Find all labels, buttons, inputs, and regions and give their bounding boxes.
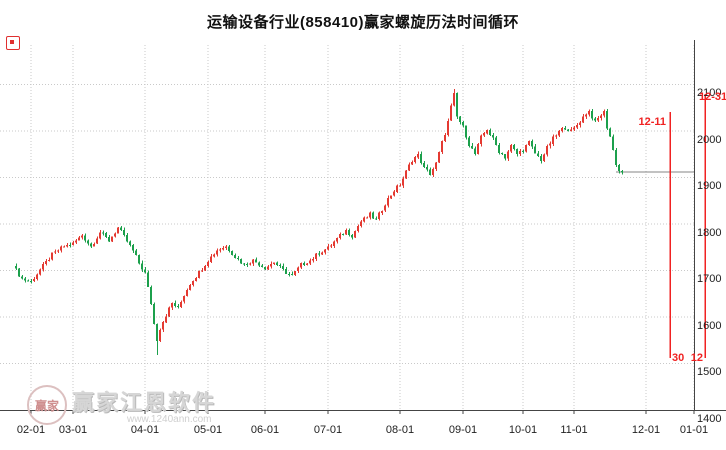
- x-axis-label: 05-01: [193, 424, 223, 436]
- y-axis-label: 1500: [697, 366, 722, 378]
- y-axis-label: 2100: [697, 87, 722, 99]
- x-axis-label: 08-01: [385, 424, 415, 436]
- x-axis-label: 09-01: [448, 424, 478, 436]
- x-axis-label: 10-01: [508, 424, 538, 436]
- y-axis-label: 1400: [697, 413, 722, 425]
- x-axis-label: 07-01: [313, 424, 343, 436]
- x-axis-label: 04-01: [130, 424, 160, 436]
- x-axis-label: 12-01: [631, 424, 661, 436]
- watermark-brand-text: 赢家江恩软件: [72, 390, 217, 415]
- brand-logo-icon: 赢家: [27, 385, 67, 425]
- y-axis-label: 1900: [697, 180, 722, 192]
- chart-title: 运输设备行业(858410)赢家螺旋历法时间循环: [206, 14, 520, 31]
- y-axis-label: 2000: [697, 134, 722, 146]
- x-axis-label: 01-01: [679, 424, 709, 436]
- cycle-date-label-2: 12-31: [699, 91, 726, 103]
- cycle-count-label-1: 30: [672, 352, 685, 364]
- red-seal-icon: [6, 36, 20, 50]
- cycle-date-label-1: 12-11: [638, 116, 666, 128]
- y-axis-label: 1600: [697, 320, 722, 332]
- y-axis-label: 1700: [697, 273, 722, 285]
- x-axis-label: 06-01: [250, 424, 280, 436]
- x-axis-label: 11-01: [560, 424, 588, 436]
- y-axis-label: 1800: [697, 227, 722, 239]
- cycle-count-label-2: 12: [690, 352, 703, 364]
- watermark-url-text: www.1240ann.com: [127, 414, 212, 425]
- x-axis-label: 02-01: [16, 424, 46, 436]
- x-axis-label: 03-01: [58, 424, 88, 436]
